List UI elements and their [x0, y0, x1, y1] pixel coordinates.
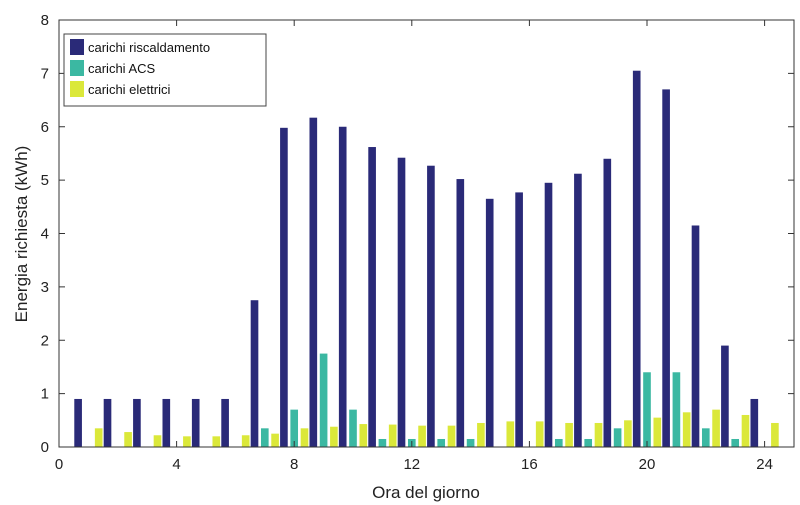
bar-elettrici-13 [447, 425, 456, 447]
bar-elettrici-21 [682, 412, 691, 447]
y-tick-label: 6 [41, 119, 49, 136]
bar-elettrici-19 [624, 420, 632, 447]
bar-elettrici-6 [241, 435, 250, 447]
bar-riscaldamento-15 [485, 198, 494, 447]
bar-acs-7 [260, 428, 269, 447]
bar-elettrici-15 [506, 421, 515, 447]
bar-riscaldamento-4 [162, 398, 171, 447]
y-axis-label: Energia richiesta (kWh) [12, 146, 31, 323]
y-tick-label: 3 [41, 279, 49, 296]
bar-riscaldamento-22 [691, 225, 700, 447]
bar-acs-8 [290, 409, 299, 447]
bar-riscaldamento-21 [662, 89, 670, 447]
legend-label: carichi elettrici [88, 82, 170, 97]
bar-acs-11 [378, 438, 387, 447]
legend: carichi riscaldamento carichi ACS carichi … [63, 33, 267, 107]
bars-layer [74, 70, 779, 448]
bar-riscaldamento-24 [750, 398, 759, 447]
bar-elettrici-23 [741, 414, 750, 447]
bar-elettrici-12 [418, 425, 426, 447]
x-tick-label: 16 [521, 456, 538, 473]
bar-acs-20 [643, 372, 651, 447]
legend-swatch [70, 81, 84, 97]
bar-riscaldamento-14 [456, 179, 465, 447]
legend-label: carichi ACS [88, 61, 156, 76]
bar-elettrici-17 [565, 422, 573, 447]
y-tick-label: 8 [41, 12, 49, 29]
y-tick-label: 7 [41, 65, 49, 82]
bar-elettrici-16 [535, 421, 544, 447]
bar-elettrici-5 [212, 436, 221, 447]
bar-acs-17 [554, 438, 563, 447]
x-tick-label: 8 [290, 456, 298, 473]
bar-riscaldamento-19 [603, 158, 612, 447]
y-tick-label: 1 [41, 386, 49, 403]
x-tick-label: 12 [403, 456, 420, 473]
bar-riscaldamento-13 [427, 165, 435, 447]
x-tick-label: 20 [639, 456, 656, 473]
bar-acs-10 [349, 409, 357, 447]
bar-elettrici-8 [300, 428, 309, 447]
y-tick-label: 0 [41, 439, 49, 456]
bar-riscaldamento-17 [544, 182, 553, 448]
bar-elettrici-14 [477, 422, 485, 447]
y-tick-label: 5 [41, 172, 49, 189]
bar-riscaldamento-18 [574, 173, 582, 447]
bar-riscaldamento-6 [221, 398, 229, 447]
bar-acs-22 [701, 428, 710, 447]
bar-acs-14 [466, 438, 475, 447]
bar-elettrici-20 [653, 417, 662, 447]
bar-riscaldamento-20 [632, 70, 641, 448]
bar-elettrici-7 [271, 433, 279, 447]
y-tick-label: 4 [41, 226, 49, 243]
x-axis-label: Ora del giorno [372, 483, 480, 502]
bar-acs-19 [613, 428, 622, 447]
bar-riscaldamento-3 [133, 398, 141, 447]
bar-acs-18 [584, 438, 593, 447]
bar-elettrici-22 [712, 409, 720, 447]
x-tick-label: 24 [756, 456, 773, 473]
bar-elettrici-4 [183, 436, 191, 447]
bar-acs-9 [319, 353, 328, 447]
y-tick-label: 2 [41, 332, 49, 349]
bar-riscaldamento-7 [250, 300, 259, 447]
legend-swatch [70, 39, 84, 55]
bar-elettrici-18 [594, 422, 603, 447]
bar-riscaldamento-9 [309, 117, 318, 448]
bar-elettrici-11 [388, 424, 397, 447]
x-tick-label: 4 [172, 456, 180, 473]
bar-riscaldamento-2 [103, 398, 112, 447]
x-tick-label: 0 [55, 456, 63, 473]
bar-acs-23 [731, 438, 740, 447]
bar-elettrici-10 [359, 424, 368, 447]
bar-acs-21 [672, 372, 681, 447]
bar-riscaldamento-10 [338, 126, 347, 447]
bar-riscaldamento-23 [721, 345, 729, 447]
bar-riscaldamento-8 [280, 127, 288, 447]
bar-riscaldamento-11 [368, 147, 376, 447]
bar-riscaldamento-5 [191, 398, 200, 447]
bar-riscaldamento-16 [515, 192, 523, 447]
bar-elettrici-3 [153, 435, 162, 447]
bar-elettrici-9 [330, 426, 338, 447]
bar-riscaldamento-12 [397, 157, 406, 447]
bar-elettrici-2 [124, 432, 132, 447]
legend-label: carichi riscaldamento [88, 40, 210, 55]
legend-swatch [70, 60, 84, 76]
bar-riscaldamento-1 [74, 398, 82, 447]
bar-elettrici-1 [94, 428, 103, 447]
legend-box [63, 33, 267, 107]
bar-acs-13 [437, 438, 446, 447]
bar-elettrici-24 [771, 422, 779, 447]
